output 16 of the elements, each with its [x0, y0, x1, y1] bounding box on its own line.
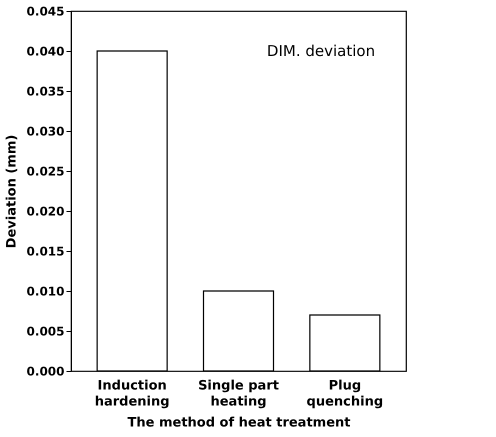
- y-tick-label: 0.035: [26, 84, 64, 98]
- y-tick-label: 0.030: [26, 124, 64, 138]
- annotation: DIM. deviation: [266, 42, 376, 60]
- y-tick-label: 0.005: [26, 324, 64, 338]
- x-tick-label: Induction hardening: [94, 378, 170, 410]
- y-tick-label: 0.040: [26, 44, 64, 58]
- x-tick-label: Plug quenching: [306, 378, 384, 410]
- y-tick-label: 0.010: [26, 284, 64, 298]
- y-axis-title: Deviation (mm): [4, 134, 20, 248]
- y-tick-label: 0.045: [26, 4, 64, 18]
- x-tick-label: Single part heating: [198, 378, 279, 410]
- y-tick-label: 0.000: [26, 364, 64, 378]
- y-tick-label: 0.020: [26, 204, 64, 218]
- x-axis-title: The method of heat treatment: [127, 416, 351, 430]
- y-tick-label: 0.015: [26, 244, 64, 258]
- y-tick-label: 0.025: [26, 164, 64, 178]
